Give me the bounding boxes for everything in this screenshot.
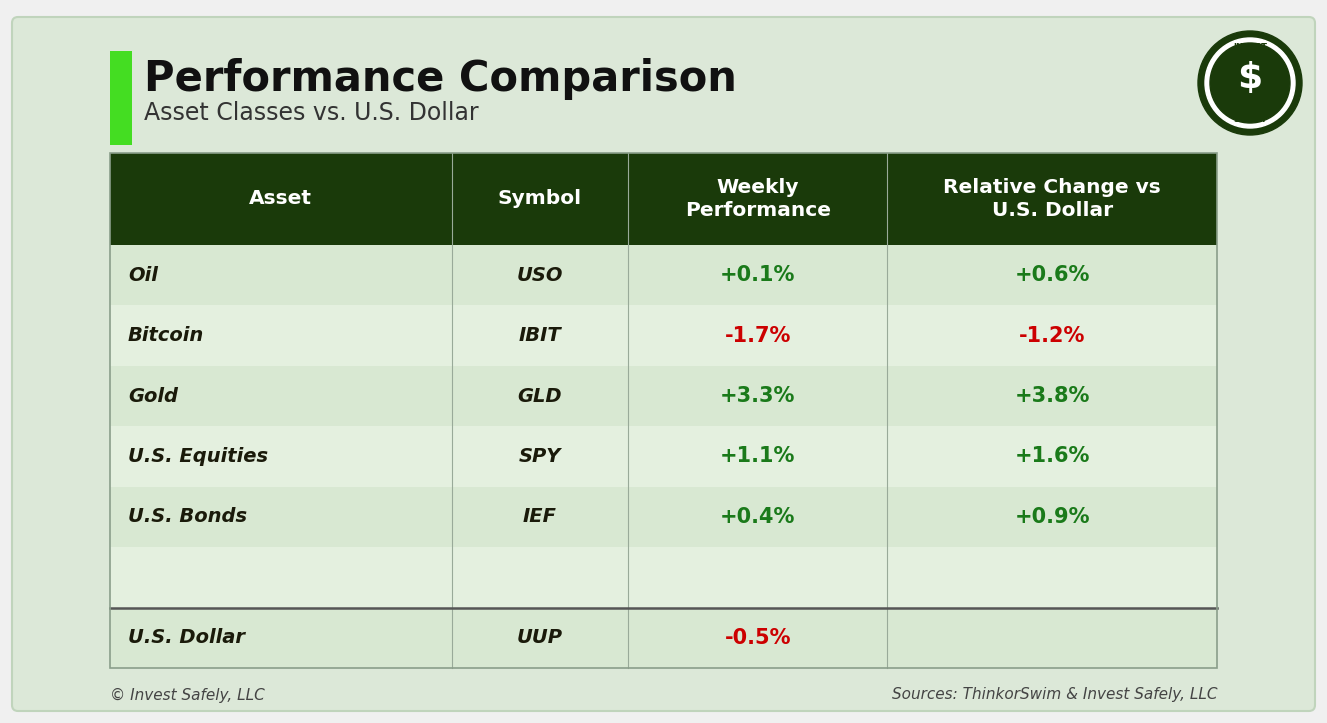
Text: +3.3%: +3.3%	[721, 386, 795, 406]
Text: -1.2%: -1.2%	[1019, 325, 1085, 346]
Text: U.S. Bonds: U.S. Bonds	[127, 508, 247, 526]
Text: +1.6%: +1.6%	[1014, 447, 1089, 466]
Text: +1.1%: +1.1%	[721, 447, 795, 466]
Text: +0.4%: +0.4%	[721, 507, 795, 527]
Text: IBIT: IBIT	[519, 326, 561, 345]
Text: SPY: SPY	[519, 447, 561, 466]
Text: Bitcoin: Bitcoin	[127, 326, 204, 345]
Circle shape	[1198, 31, 1302, 135]
Text: Sources: ThinkorSwim & Invest Safely, LLC: Sources: ThinkorSwim & Invest Safely, LL…	[892, 688, 1217, 703]
Text: +0.1%: +0.1%	[721, 265, 795, 285]
Bar	[110, 487, 1217, 547]
Text: Weekly
Performance: Weekly Performance	[685, 178, 831, 221]
Text: Relative Change vs
U.S. Dollar: Relative Change vs U.S. Dollar	[943, 178, 1161, 221]
Bar	[110, 607, 1217, 668]
Text: UUP: UUP	[516, 628, 563, 647]
Bar	[110, 153, 1217, 245]
FancyBboxPatch shape	[12, 17, 1315, 711]
Text: $: $	[1237, 61, 1262, 95]
Text: GLD: GLD	[518, 387, 563, 406]
Text: -1.7%: -1.7%	[725, 325, 791, 346]
Text: Asset: Asset	[249, 189, 312, 208]
Bar	[110, 153, 1217, 668]
Text: USO: USO	[516, 266, 563, 285]
Text: Symbol: Symbol	[498, 189, 583, 208]
Text: Asset Classes vs. U.S. Dollar: Asset Classes vs. U.S. Dollar	[145, 101, 479, 125]
Bar	[110, 245, 1217, 305]
Text: U.S. Dollar: U.S. Dollar	[127, 628, 245, 647]
Text: SAFELY: SAFELY	[1233, 114, 1267, 124]
Bar	[110, 51, 131, 145]
Bar	[110, 305, 1217, 366]
Text: +0.9%: +0.9%	[1014, 507, 1089, 527]
Bar	[110, 427, 1217, 487]
Circle shape	[1210, 43, 1290, 123]
Text: -0.5%: -0.5%	[725, 628, 791, 648]
Text: Gold: Gold	[127, 387, 178, 406]
Text: Performance Comparison: Performance Comparison	[145, 58, 736, 100]
Text: © Invest Safely, LLC: © Invest Safely, LLC	[110, 688, 265, 703]
Circle shape	[1205, 38, 1295, 128]
Text: U.S. Equities: U.S. Equities	[127, 447, 268, 466]
Text: IEF: IEF	[523, 508, 557, 526]
Bar	[110, 366, 1217, 427]
Text: +0.6%: +0.6%	[1014, 265, 1089, 285]
Bar	[110, 547, 1217, 607]
Text: INVEST: INVEST	[1233, 43, 1267, 51]
Text: +3.8%: +3.8%	[1014, 386, 1089, 406]
Text: Oil: Oil	[127, 266, 158, 285]
